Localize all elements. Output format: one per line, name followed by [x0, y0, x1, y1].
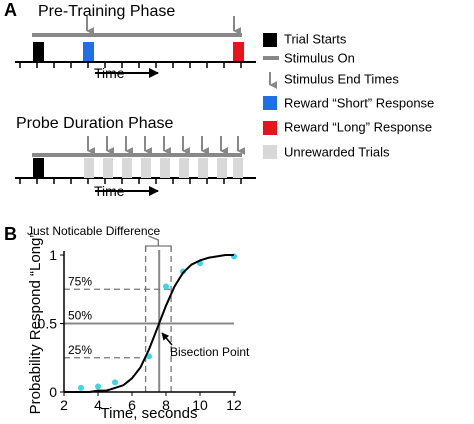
probe-timeline — [15, 136, 256, 196]
unrewarded-trial — [103, 158, 113, 178]
unrewarded-trial — [141, 158, 151, 178]
annotation: Just Noticable Difference — [27, 224, 161, 238]
annotation: Bisection Point — [170, 345, 250, 359]
phase-title: Probe Duration Phase — [16, 115, 174, 132]
pre-training-timeline — [15, 16, 256, 78]
fit-curve — [64, 254, 234, 393]
legend-label: Stimulus End Times — [284, 71, 399, 86]
legend-label: Stimulus On — [284, 50, 355, 65]
reference-label: 25% — [68, 343, 92, 357]
time-label: Time — [94, 65, 125, 81]
unrewarded-trial — [198, 158, 208, 178]
x-tick-label: 6 — [128, 397, 136, 413]
legend-label: Reward “Short” Response — [284, 95, 434, 110]
x-axis-label: Time, seconds — [101, 405, 198, 422]
panel-label: B — [4, 224, 17, 244]
legend: Trial Starts Stimulus On Stimulus End Ti… — [263, 31, 434, 159]
data-point — [112, 379, 118, 386]
unrewarded-trial — [160, 158, 170, 178]
data-point — [95, 383, 101, 390]
legend-label: Unrewarded Trials — [284, 144, 390, 159]
unrewarded-trial — [233, 158, 243, 178]
legend-label: Trial Starts — [284, 31, 347, 46]
unrewarded-trial — [179, 158, 189, 178]
y-tick-label: 0 — [49, 384, 57, 400]
reference-label: 50% — [68, 309, 92, 323]
annotation-arrow — [161, 332, 173, 346]
y-tick-label: 0.5 — [38, 316, 58, 332]
unrewarded-trial — [84, 158, 94, 178]
y-tick-label: 1 — [49, 247, 57, 263]
unrewarded-trial — [122, 158, 132, 178]
panel-label: A — [4, 0, 17, 20]
bracket — [144, 235, 172, 250]
data-point — [163, 283, 169, 290]
x-tick-label: 10 — [192, 397, 208, 413]
legend-label: Reward “Long” Response — [284, 119, 432, 134]
phase-title: Pre-Training Phase — [38, 3, 175, 20]
y-axis-label: Probability Respond “Long” — [27, 233, 44, 415]
time-label: Time — [94, 183, 125, 199]
x-tick-label: 2 — [60, 397, 68, 413]
x-tick-label: 12 — [226, 397, 242, 413]
x-tick-label: 8 — [162, 397, 170, 413]
data-point — [78, 384, 84, 391]
x-tick-label: 4 — [94, 397, 102, 413]
unrewarded-trial — [217, 158, 227, 178]
reference-label: 75% — [68, 274, 92, 288]
